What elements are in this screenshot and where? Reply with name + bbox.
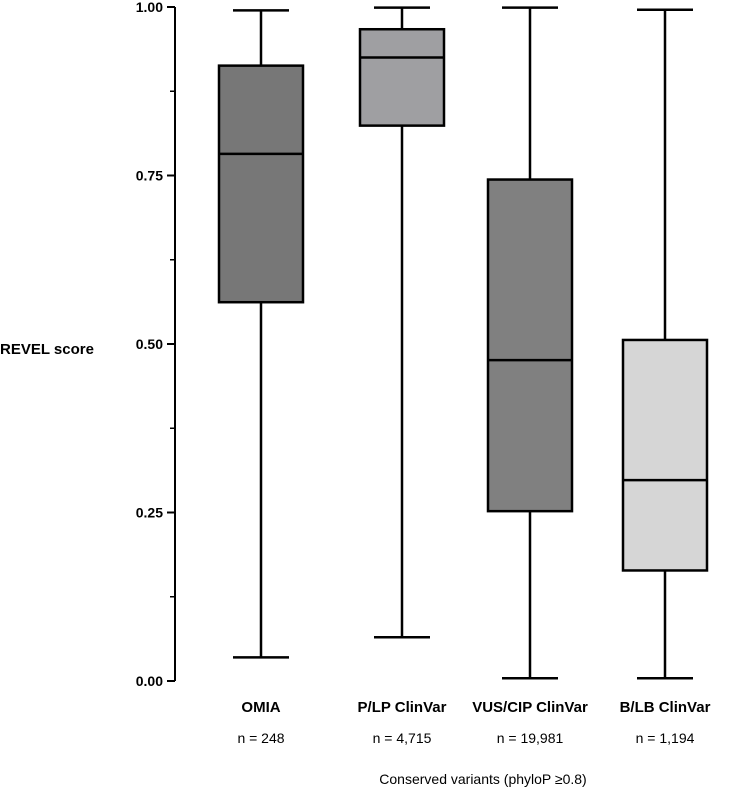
sample-size-label: n = 248 (237, 730, 284, 746)
box-omia (217, 9, 305, 659)
sample-size-label: n = 19,981 (497, 730, 564, 746)
sample-size-label: n = 4,715 (373, 730, 432, 746)
iqr-box (486, 178, 574, 513)
box-vus-cip-clinvar (486, 6, 574, 680)
category-label: VUS/CIP ClinVar (472, 699, 588, 716)
y-tick-label: 0.00 (136, 673, 163, 689)
y-tick-label: 0.25 (136, 505, 163, 521)
box-b-lb-clinvar (621, 8, 709, 680)
x-axis-title: Conserved variants (phyloP ≥0.8) (379, 771, 586, 787)
iqr-box (621, 338, 709, 572)
box-p-lp-clinvar (358, 6, 446, 639)
y-axis-title: REVEL score (0, 341, 94, 358)
category-label: B/LB ClinVar (620, 699, 711, 716)
y-axis: 0.00 0.25 0.50 0.75 1.00 (136, 0, 176, 689)
iqr-box (358, 27, 446, 127)
boxes (217, 6, 709, 680)
sample-size-label: n = 1,194 (636, 730, 695, 746)
y-tick-label: 1.00 (136, 0, 163, 15)
iqr-box (217, 64, 305, 304)
y-tick-label: 0.75 (136, 168, 163, 184)
category-label: P/LP ClinVar (358, 699, 447, 716)
y-tick-label: 0.50 (136, 336, 163, 352)
category-label: OMIA (241, 699, 280, 716)
x-category-labels: OMIA n = 248 P/LP ClinVar n = 4,715 VUS/CIP … (237, 699, 710, 746)
